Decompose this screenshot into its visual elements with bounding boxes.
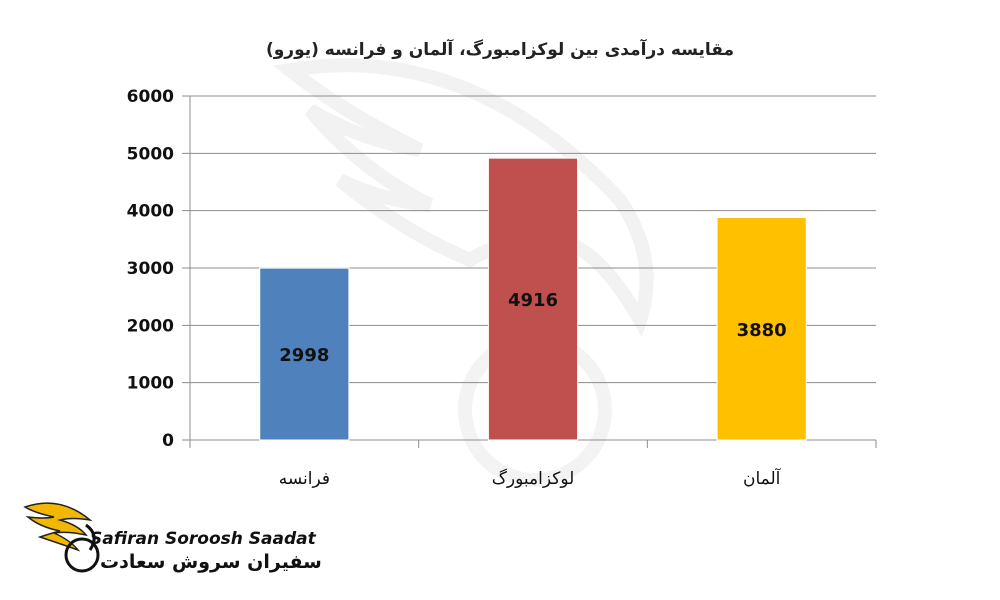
y-tick-label: 3000 bbox=[127, 259, 174, 279]
wing-logo-icon bbox=[23, 502, 100, 573]
y-tick-label: 2000 bbox=[127, 316, 174, 336]
y-tick-label: 6000 bbox=[127, 87, 174, 107]
data-label: 3880 bbox=[737, 320, 787, 341]
y-tick-label: 4000 bbox=[127, 202, 174, 222]
bar bbox=[716, 217, 807, 441]
y-tick-label: 1000 bbox=[127, 374, 174, 394]
data-label: 2998 bbox=[279, 345, 329, 366]
chart-title: مقایسه درآمدی بین لوکزامبورگ، آلمان و فر… bbox=[265, 40, 735, 60]
x-category-label: لوکزامبورگ bbox=[492, 468, 575, 489]
brand-name-fa: سفیران سروش سعادت bbox=[100, 551, 322, 573]
data-label: 4916 bbox=[508, 290, 558, 311]
bar bbox=[259, 267, 350, 441]
y-tick-label: 0 bbox=[162, 431, 174, 451]
bar bbox=[487, 157, 579, 441]
y-tick-label: 5000 bbox=[127, 144, 174, 164]
x-category-label: آلمان bbox=[743, 467, 782, 489]
x-category-label: فرانسه bbox=[279, 469, 330, 489]
brand-name-en: Safiran Soroosh Saadat bbox=[90, 529, 316, 549]
brand-logo: Safiran Soroosh Saadat سفیران سروش سعادت bbox=[20, 495, 322, 585]
